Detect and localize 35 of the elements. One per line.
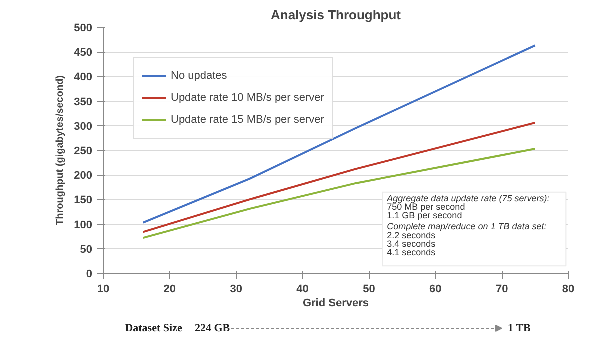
x-tick-label: 20 bbox=[164, 284, 176, 296]
chart-title: Analysis Throughput bbox=[271, 8, 402, 22]
y-tick-label: 250 bbox=[74, 146, 93, 158]
x-tick-label: 50 bbox=[363, 284, 376, 296]
legend-label: No updates bbox=[171, 69, 228, 83]
x-tick-label: 70 bbox=[496, 284, 508, 296]
y-tick-label: 150 bbox=[74, 194, 93, 207]
annotation: Aggregate data update rate (75 servers): bbox=[386, 193, 550, 204]
x-tick-label: 30 bbox=[230, 284, 242, 296]
x-axis-title: Grid Servers bbox=[302, 298, 370, 310]
y-tick-label: 0 bbox=[86, 268, 93, 280]
y-tick-label: 350 bbox=[74, 96, 93, 108]
x-tick-label: 60 bbox=[430, 284, 442, 296]
y-tick-label: 100 bbox=[74, 219, 93, 232]
text: 224 GB bbox=[194, 322, 231, 334]
text: 1 TB bbox=[508, 322, 532, 334]
annotation: 2.2 seconds bbox=[387, 230, 436, 240]
x-tick-label: 80 bbox=[562, 284, 575, 296]
y-tick-label: 400 bbox=[74, 72, 93, 84]
x-tick-label: 40 bbox=[296, 284, 309, 296]
annotation: Complete map/reduce on 1 TB data set: bbox=[387, 222, 548, 232]
y-tick-label: 200 bbox=[74, 170, 93, 182]
y-tick-label: 300 bbox=[74, 120, 93, 133]
x-tick-label: 10 bbox=[97, 284, 110, 296]
annotation: 3.4 seconds bbox=[387, 238, 436, 249]
y-axis-title: Throughput (gigabytes/second) bbox=[55, 76, 66, 226]
annotation: 4.1 seconds bbox=[387, 248, 436, 258]
text: Dataset Size bbox=[125, 322, 182, 334]
y-tick-label: 500 bbox=[74, 22, 93, 34]
y-tick-label: 450 bbox=[74, 47, 93, 60]
legend-label: Update rate 10 MB/s per server bbox=[171, 91, 324, 105]
legend-label: Update rate 15 MB/s per server bbox=[171, 113, 324, 127]
annotation: 750 MB per second bbox=[387, 202, 466, 212]
annotation: 1.1 GB per second bbox=[387, 210, 462, 221]
y-tick-label: 50 bbox=[80, 244, 93, 256]
